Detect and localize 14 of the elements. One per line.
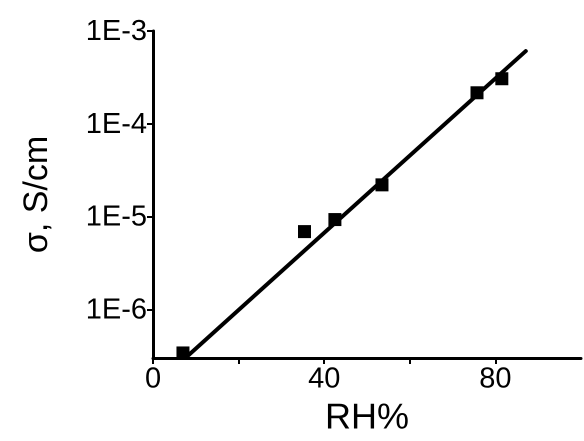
point [328, 213, 342, 226]
y-tick-label: 1E-3 [86, 15, 147, 47]
y-tick-label: 1E-4 [86, 108, 147, 140]
point [298, 225, 312, 238]
point [375, 178, 388, 192]
y-tick-label: 1E-6 [86, 293, 147, 326]
x-axis-title: RH% [324, 395, 410, 436]
y-axis-title: σ, S/cm [17, 136, 55, 254]
point [470, 86, 484, 100]
point [495, 72, 508, 86]
y-tick-label: 1E-5 [86, 200, 147, 233]
x-tick-label: 40 [308, 362, 340, 394]
x-tick-label: 0 [144, 362, 162, 394]
x-tick-label: 80 [479, 362, 512, 394]
